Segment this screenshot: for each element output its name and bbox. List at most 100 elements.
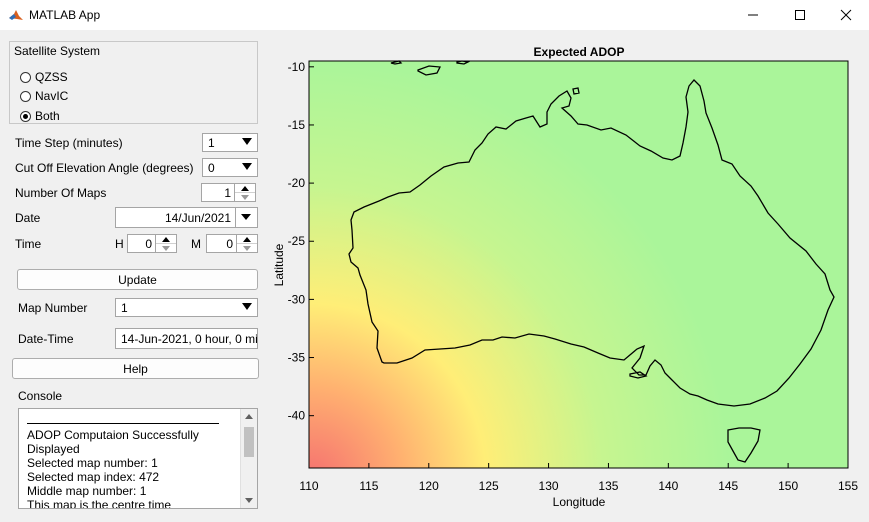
radio-navic[interactable]: NavIC [20, 89, 68, 103]
stepper-down-button[interactable] [235, 193, 255, 201]
chevron-down-icon [162, 245, 170, 251]
close-button[interactable] [823, 0, 869, 30]
console-line: Middle map number: 1 [27, 484, 147, 498]
australia-coastline [348, 60, 835, 463]
radio-label: Both [35, 109, 60, 123]
console-label: Console [18, 389, 63, 403]
hour-stepper[interactable]: 0 [127, 234, 177, 253]
x-tick-label: 115 [359, 479, 378, 493]
x-tick-label: 110 [299, 479, 318, 493]
plot-title: Expected ADOP [534, 45, 625, 59]
y-tick-label: -35 [288, 351, 306, 365]
y-tick-label: -40 [288, 409, 306, 423]
console-line: ADOP Computaion Successfully [27, 428, 199, 442]
chevron-down-icon [242, 138, 252, 145]
divider [27, 423, 219, 424]
window-title: MATLAB App [29, 8, 101, 22]
stepper-value: 1 [224, 186, 231, 200]
map-number-dropdown[interactable]: 1 [115, 298, 258, 317]
date-picker-button[interactable] [235, 208, 257, 227]
dropdown-value: 1 [208, 135, 215, 150]
console-line: Selected map number: 1 [27, 456, 158, 470]
title-bar: MATLAB App [0, 0, 869, 30]
console-line: Selected map index: 472 [27, 470, 160, 484]
chevron-down-icon [242, 163, 252, 170]
y-tick-label: -20 [288, 176, 306, 190]
console-scrollbar[interactable] [240, 409, 257, 508]
dropdown-value: 1 [121, 300, 128, 315]
scroll-down-icon[interactable] [245, 498, 253, 503]
y-axis-label: Latitude [272, 243, 286, 286]
x-tick-label: 120 [419, 479, 439, 493]
stepper-up-button[interactable] [235, 184, 255, 193]
update-button[interactable]: Update [17, 269, 258, 290]
y-tick-label: -30 [288, 292, 306, 306]
datetime-label: Date-Time [18, 332, 74, 346]
radio-label: QZSS [35, 70, 68, 84]
stepper-value: 0 [145, 237, 152, 251]
cutoff-dropdown[interactable]: 0 [202, 158, 258, 177]
date-label: Date [15, 211, 41, 225]
radio-button[interactable] [20, 90, 31, 102]
chevron-up-icon [162, 236, 170, 242]
minute-label: M [191, 237, 201, 251]
panel-title: Satellite System [14, 44, 101, 58]
x-tick-label: 145 [718, 479, 738, 493]
chevron-down-icon [242, 303, 252, 310]
num-maps-label: Number Of Maps [15, 186, 107, 200]
date-picker[interactable]: 14/Jun/2021 [115, 207, 258, 228]
stepper-down-button[interactable] [237, 244, 257, 252]
radio-button[interactable] [20, 110, 31, 122]
radio-button[interactable] [20, 71, 31, 83]
chevron-down-icon [243, 245, 251, 251]
stepper-value: 0 [226, 237, 233, 251]
datetime-field[interactable]: 14-Jun-2021, 0 hour, 0 min [115, 328, 258, 349]
minute-stepper[interactable]: 0 [206, 234, 258, 253]
time-label: Time [15, 237, 42, 251]
x-tick-label: 155 [838, 479, 858, 493]
chevron-down-icon [241, 194, 249, 200]
chevron-up-icon [243, 236, 251, 242]
y-tick-label: -25 [288, 234, 306, 248]
chevron-down-icon [241, 214, 251, 220]
adop-heatmap [309, 61, 848, 468]
console-line: This map is the centre time [27, 498, 172, 509]
dropdown-value: 0 [208, 160, 215, 175]
time-step-label: Time Step (minutes) [15, 136, 123, 150]
minimize-button[interactable] [730, 0, 776, 30]
close-icon [840, 9, 852, 21]
x-tick-label: 140 [658, 479, 678, 493]
scroll-up-icon[interactable] [245, 414, 253, 419]
plot-frame [308, 60, 849, 469]
console-textarea[interactable]: ADOP Computaion Successfully Displayed S… [18, 408, 258, 509]
satellite-system-panel: Satellite System QZSS NavIC Both [9, 41, 258, 124]
y-tick-label: -15 [288, 118, 306, 132]
radio-qzss[interactable]: QZSS [20, 70, 68, 84]
chevron-up-icon [241, 185, 249, 191]
hour-label: H [115, 237, 124, 251]
x-tick-label: 125 [479, 479, 499, 493]
maximize-button[interactable] [777, 0, 823, 30]
stepper-up-button[interactable] [237, 235, 257, 244]
num-maps-stepper[interactable]: 1 [201, 183, 256, 202]
x-tick-label: 130 [539, 479, 559, 493]
cutoff-label: Cut Off Elevation Angle (degrees) [15, 161, 194, 175]
x-tick-label: 135 [598, 479, 618, 493]
maximize-icon [795, 10, 805, 20]
x-axis-label: Longitude [553, 495, 606, 509]
date-value: 14/Jun/2021 [164, 211, 231, 225]
radio-label: NavIC [35, 89, 69, 103]
scroll-thumb[interactable] [244, 427, 254, 457]
console-line: Displayed [27, 442, 80, 456]
x-tick-label: 150 [778, 479, 798, 493]
y-tick-label: -10 [288, 60, 306, 74]
stepper-down-button[interactable] [156, 244, 176, 252]
time-step-dropdown[interactable]: 1 [202, 133, 258, 152]
radio-both[interactable]: Both [20, 109, 60, 123]
help-button[interactable]: Help [12, 358, 259, 379]
adop-map-axes: Expected ADOP 110 115 120 125 130 135 140 145 15… [272, 45, 858, 509]
minimize-icon [748, 14, 758, 16]
map-number-label: Map Number [18, 301, 88, 315]
matlab-logo-icon [8, 7, 24, 23]
stepper-up-button[interactable] [156, 235, 176, 244]
